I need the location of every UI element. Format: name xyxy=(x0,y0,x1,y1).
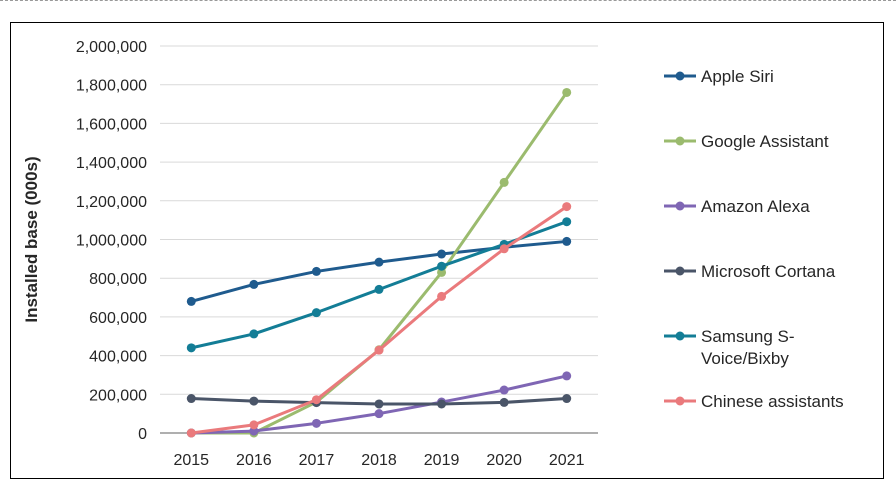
data-point xyxy=(562,202,572,212)
legend-entry: Chinese assistants xyxy=(664,392,844,411)
data-point xyxy=(311,266,321,276)
legend: Apple Siri Google Assistant Amazon Alexa Mi… xyxy=(664,67,844,411)
data-point xyxy=(437,291,447,301)
legend-label: Chinese assistants xyxy=(701,392,844,411)
data-point xyxy=(562,236,572,246)
data-point xyxy=(562,371,572,381)
legend-swatch-marker xyxy=(675,201,685,211)
x-tick-label: 2016 xyxy=(236,452,272,469)
data-point xyxy=(437,399,447,409)
y-tick-label: 1,400,000 xyxy=(76,155,147,172)
legend-label: Google Assistant xyxy=(701,132,829,151)
legend-entry: Amazon Alexa xyxy=(664,197,810,216)
data-point xyxy=(249,396,259,406)
y-tick-label: 600,000 xyxy=(89,310,147,327)
data-point xyxy=(186,428,196,438)
legend-swatch-marker xyxy=(675,396,685,406)
data-point xyxy=(311,395,321,405)
y-tick-label: 1,200,000 xyxy=(76,194,147,211)
y-tick-label: 1,800,000 xyxy=(76,78,147,95)
x-tick-label: 2019 xyxy=(424,452,460,469)
y-axis-title: Installed base (000s) xyxy=(22,156,41,322)
data-point xyxy=(437,267,447,277)
data-point xyxy=(499,397,509,407)
series-microsoft-cortana xyxy=(186,394,572,409)
series-samsung-s-voice-bixby xyxy=(186,217,572,353)
y-tick-label: 800,000 xyxy=(89,271,147,288)
series-apple-siri xyxy=(186,236,572,306)
x-axis-tick-labels: 2015 2016 2017 2018 2019 2020 2021 xyxy=(173,452,584,469)
data-point xyxy=(249,329,259,339)
y-axis-tick-labels: 0 200,000 400,000 600,000 800,000 1,000,000 1,… xyxy=(76,39,147,443)
legend-label: Samsung S- xyxy=(701,327,795,346)
data-point xyxy=(562,394,572,404)
legend-swatch-marker xyxy=(675,331,685,341)
data-point xyxy=(437,249,447,259)
data-point xyxy=(249,420,259,430)
x-tick-label: 2021 xyxy=(549,452,585,469)
legend-label: Amazon Alexa xyxy=(701,197,810,216)
y-tick-label: 400,000 xyxy=(89,349,147,366)
y-tick-label: 2,000,000 xyxy=(76,39,147,56)
legend-swatch-marker xyxy=(675,136,685,146)
y-tick-label: 1,000,000 xyxy=(76,233,147,250)
data-point xyxy=(374,257,384,267)
data-point xyxy=(374,284,384,294)
data-point xyxy=(562,87,572,97)
y-tick-label: 0 xyxy=(138,426,147,443)
data-point xyxy=(562,217,572,227)
legend-swatch-marker xyxy=(675,71,685,81)
data-point xyxy=(311,308,321,318)
series-lines xyxy=(186,87,572,438)
legend-entry: Google Assistant xyxy=(664,132,829,151)
legend-label: Microsoft Cortana xyxy=(701,262,836,281)
data-point xyxy=(437,261,447,271)
series-chinese-assistants xyxy=(186,202,572,438)
x-tick-label: 2020 xyxy=(486,452,522,469)
data-point xyxy=(499,385,509,395)
legend-label: Apple Siri xyxy=(701,67,774,86)
y-tick-label: 1,600,000 xyxy=(76,116,147,133)
data-point xyxy=(374,345,384,355)
legend-swatch-marker xyxy=(675,266,685,276)
legend-entry: Samsung S- Voice/Bixby xyxy=(664,327,795,368)
x-tick-label: 2015 xyxy=(173,452,209,469)
top-divider xyxy=(0,0,896,1)
data-point xyxy=(311,418,321,428)
legend-entry: Microsoft Cortana xyxy=(664,262,836,281)
data-point xyxy=(186,343,196,353)
legend-entry: Apple Siri xyxy=(664,67,774,86)
x-tick-label: 2018 xyxy=(361,452,397,469)
data-point xyxy=(249,279,259,289)
x-tick-label: 2017 xyxy=(299,452,335,469)
gridlines xyxy=(160,45,598,395)
y-tick-label: 200,000 xyxy=(89,387,147,404)
data-point xyxy=(499,244,509,254)
data-point xyxy=(249,426,259,436)
data-point xyxy=(186,296,196,306)
data-point xyxy=(374,399,384,409)
legend-label: Voice/Bixby xyxy=(701,349,789,368)
data-point xyxy=(499,177,509,187)
data-point xyxy=(186,394,196,404)
data-point xyxy=(374,409,384,419)
